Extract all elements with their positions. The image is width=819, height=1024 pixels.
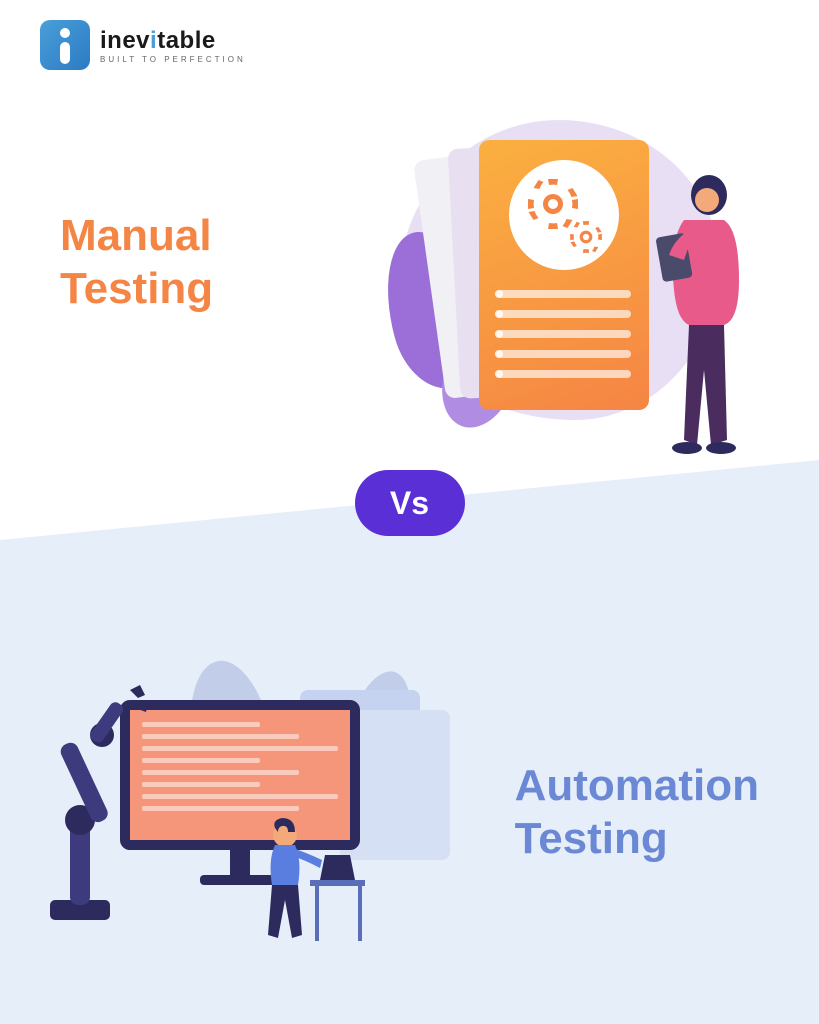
card-front xyxy=(479,140,649,410)
logo-icon xyxy=(40,20,90,70)
manual-line2: Testing xyxy=(60,263,213,316)
list-line xyxy=(497,290,631,298)
gear-icon xyxy=(567,218,605,256)
automation-testing-heading: Automation Testing xyxy=(515,760,759,866)
person-with-tablet-icon xyxy=(639,170,769,470)
robot-arm-icon xyxy=(40,680,180,930)
logo-brand-pre: inev xyxy=(100,27,150,54)
manual-testing-illustration xyxy=(369,100,749,480)
automation-line1: Automation xyxy=(515,760,759,813)
automation-line2: Testing xyxy=(515,813,759,866)
brand-logo: inevitable BUILT TO PERFECTION xyxy=(40,20,246,70)
person-at-laptop-icon xyxy=(240,810,380,950)
logo-tagline: BUILT TO PERFECTION xyxy=(100,55,246,64)
manual-line1: Manual xyxy=(60,210,213,263)
logo-text: inevitable BUILT TO PERFECTION xyxy=(100,27,246,64)
vs-label: Vs xyxy=(390,485,429,522)
list-line xyxy=(497,370,631,378)
gear-circle-icon xyxy=(509,160,619,270)
manual-testing-heading: Manual Testing xyxy=(60,210,213,316)
vs-badge: Vs xyxy=(355,470,465,536)
list-line xyxy=(497,310,631,318)
logo-brand-post: table xyxy=(157,27,216,54)
list-line xyxy=(497,330,631,338)
list-line xyxy=(497,350,631,358)
automation-testing-illustration xyxy=(40,640,440,980)
logo-brand: inevitable xyxy=(100,27,246,55)
